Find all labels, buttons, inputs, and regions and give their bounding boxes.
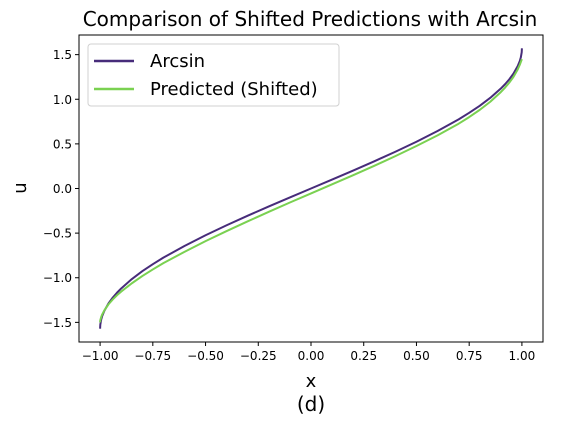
x-tick-label: −0.75 (134, 349, 171, 363)
chart-caption: (d) (297, 392, 325, 416)
y-tick-label: −1.5 (43, 316, 72, 330)
series-layer (99, 48, 523, 329)
y-tick-label: 0.0 (53, 182, 72, 196)
legend-label-2: Predicted (Shifted) (150, 79, 318, 100)
y-tick-label: 0.5 (53, 137, 72, 151)
chart-title: Comparison of Shifted Predictions with A… (83, 7, 538, 31)
x-tick-label: 0.75 (456, 349, 483, 363)
series-line-1 (99, 48, 523, 329)
legend-box (87, 43, 340, 107)
legend: Arcsin Predicted (Shifted) (87, 43, 340, 107)
y-axis: −1.5 −1.0 −0.5 0.0 0.5 1.0 1.5 (43, 48, 79, 330)
x-tick-label: −1.00 (82, 349, 119, 363)
y-tick-label: −0.5 (43, 227, 72, 241)
x-axis: −1.00 −0.75 −0.50 −0.25 0.00 0.25 0.50 0.75 1.00 (82, 342, 536, 363)
y-tick-label: 1.5 (53, 48, 72, 62)
x-tick-label: 0.50 (403, 349, 430, 363)
x-tick-label: −0.50 (187, 349, 224, 363)
x-axis-label: x (306, 371, 317, 392)
x-tick-label: 1.00 (509, 349, 536, 363)
y-axis-label: u (10, 182, 31, 193)
y-tick-label: 1.0 (53, 93, 72, 107)
y-tick-label: −1.0 (43, 271, 72, 285)
x-tick-label: −0.25 (240, 349, 277, 363)
legend-label-1: Arcsin (150, 51, 205, 72)
series-line-2 (99, 58, 523, 323)
x-tick-label: 0.25 (350, 349, 377, 363)
x-tick-label: 0.00 (298, 349, 325, 363)
